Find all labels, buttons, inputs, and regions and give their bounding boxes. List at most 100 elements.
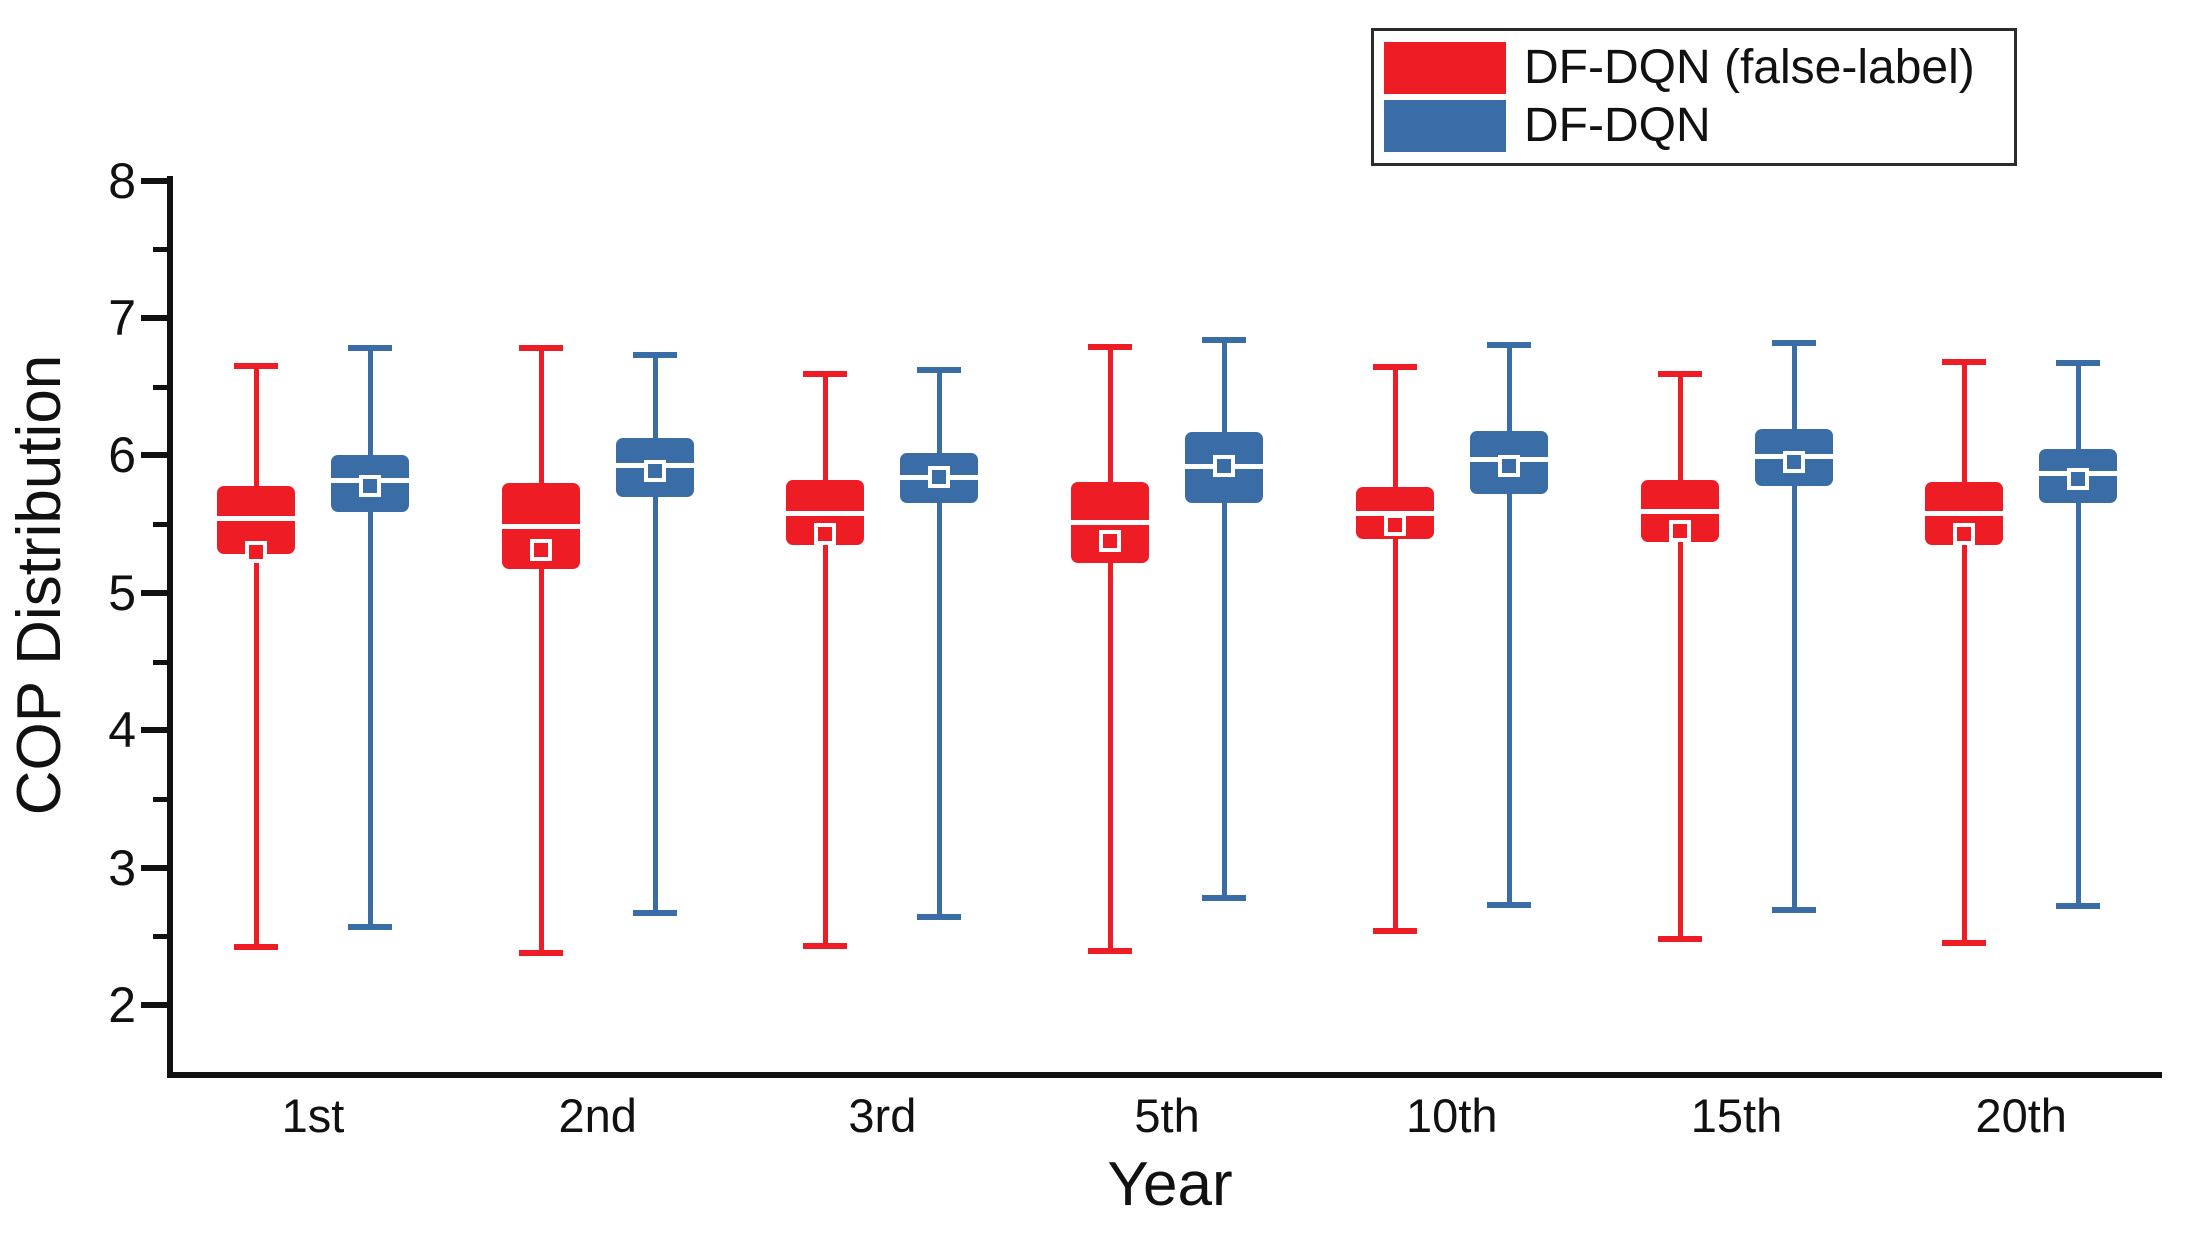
whisker-line	[1392, 367, 1398, 931]
whisker-line	[254, 366, 259, 948]
x-axis-line	[167, 1072, 2162, 1078]
whisker-line	[652, 355, 658, 913]
legend-swatch-red	[1384, 41, 1506, 94]
median-line	[1640, 509, 1719, 515]
x-axis-title: Year	[1107, 1150, 1233, 1219]
median-line	[786, 510, 865, 516]
y-axis-title: COP Distribution	[5, 354, 74, 816]
whisker-cap-low	[1942, 940, 1987, 947]
legend-item-df-dqn: DF-DQN	[1384, 100, 2004, 153]
mean-marker	[1953, 522, 1976, 545]
y-major-tick	[141, 452, 167, 459]
x-tick-label: 3rd	[848, 1089, 917, 1142]
whisker-line	[1222, 339, 1228, 898]
whisker-cap-high	[1657, 371, 1702, 378]
y-major-tick	[141, 864, 167, 871]
whisker-cap-high	[632, 352, 677, 359]
y-minor-tick	[153, 522, 167, 528]
whisker-cap-low	[1486, 901, 1531, 908]
whisker-cap-high	[518, 345, 563, 352]
whisker-line	[937, 370, 943, 918]
whisker-cap-high	[917, 367, 962, 374]
x-tick-label: 20th	[1975, 1089, 2067, 1142]
whisker-line	[1506, 345, 1512, 905]
whisker-cap-high	[348, 345, 392, 352]
legend-item-false-label: DF-DQN (false-label)	[1384, 40, 2004, 94]
whisker-line	[1108, 346, 1114, 952]
median-line	[1925, 510, 2004, 516]
x-tick-label: 10th	[1406, 1089, 1498, 1142]
mean-marker	[359, 474, 381, 497]
whisker-cap-low	[518, 949, 563, 956]
whisker-cap-high	[234, 363, 278, 370]
mean-marker	[814, 522, 837, 545]
whisker-cap-high	[803, 371, 848, 378]
mean-marker	[1099, 529, 1122, 552]
whisker-cap-low	[1088, 948, 1133, 955]
x-tick-label: 15th	[1690, 1089, 1783, 1142]
y-tick-label: 6	[108, 427, 136, 484]
legend: DF-DQN (false-label) DF-DQN	[1371, 28, 2017, 166]
whisker-cap-low	[803, 942, 848, 949]
y-tick-label: 4	[108, 702, 136, 759]
whisker-line	[1791, 342, 1797, 911]
y-major-tick	[141, 177, 167, 184]
legend-swatch-blue	[1384, 100, 1506, 153]
whisker-cap-high	[1202, 336, 1247, 343]
y-tick-label: 8	[108, 152, 136, 209]
whisker-cap-low	[348, 923, 392, 930]
median-line	[501, 524, 580, 530]
y-minor-tick	[153, 796, 167, 802]
x-tick-label: 5th	[1134, 1089, 1200, 1142]
y-axis-line	[167, 176, 173, 1078]
y-minor-tick	[153, 247, 167, 253]
mean-marker	[2067, 467, 2090, 490]
whisker-line	[538, 348, 544, 953]
median-line	[1355, 510, 1434, 516]
whisker-cap-low	[632, 909, 677, 916]
y-major-tick	[141, 315, 167, 321]
mean-marker	[1782, 451, 1805, 474]
mean-marker	[928, 466, 951, 489]
y-major-tick	[141, 1002, 167, 1008]
median-line	[217, 516, 295, 522]
whisker-cap-high	[1942, 358, 1987, 365]
y-minor-tick	[153, 659, 167, 665]
whisker-cap-high	[1771, 339, 1816, 346]
y-tick-label: 2	[108, 977, 136, 1033]
mean-marker	[1213, 455, 1236, 478]
mean-marker	[1383, 514, 1406, 537]
whisker-cap-low	[1372, 927, 1417, 934]
whisker-line	[1677, 374, 1683, 940]
mean-marker	[1668, 519, 1691, 542]
whisker-line	[1962, 361, 1968, 944]
y-minor-tick	[153, 384, 167, 390]
mean-marker	[529, 539, 552, 562]
mean-marker	[643, 459, 666, 482]
x-tick-label: 2nd	[558, 1089, 637, 1142]
y-tick-label: 5	[108, 564, 136, 621]
mean-marker	[1497, 455, 1520, 478]
y-major-tick	[141, 727, 167, 734]
whisker-line	[368, 348, 373, 927]
y-major-tick	[141, 589, 167, 596]
y-minor-tick	[153, 934, 167, 940]
whisker-line	[2076, 363, 2082, 907]
whisker-cap-low	[1657, 936, 1702, 943]
whisker-cap-high	[2056, 360, 2101, 367]
mean-marker	[245, 540, 267, 563]
whisker-line	[823, 374, 829, 946]
median-line	[1071, 520, 1150, 526]
whisker-cap-low	[2056, 903, 2101, 910]
legend-label-false-label: DF-DQN (false-label)	[1524, 40, 1975, 94]
whisker-cap-low	[1771, 907, 1816, 914]
whisker-cap-low	[234, 944, 278, 951]
x-tick-label: 1st	[281, 1089, 345, 1142]
whisker-cap-high	[1486, 342, 1531, 349]
y-tick-label: 3	[108, 839, 136, 896]
whisker-cap-high	[1372, 364, 1417, 371]
whisker-cap-high	[1088, 343, 1133, 350]
whisker-cap-low	[917, 914, 962, 921]
